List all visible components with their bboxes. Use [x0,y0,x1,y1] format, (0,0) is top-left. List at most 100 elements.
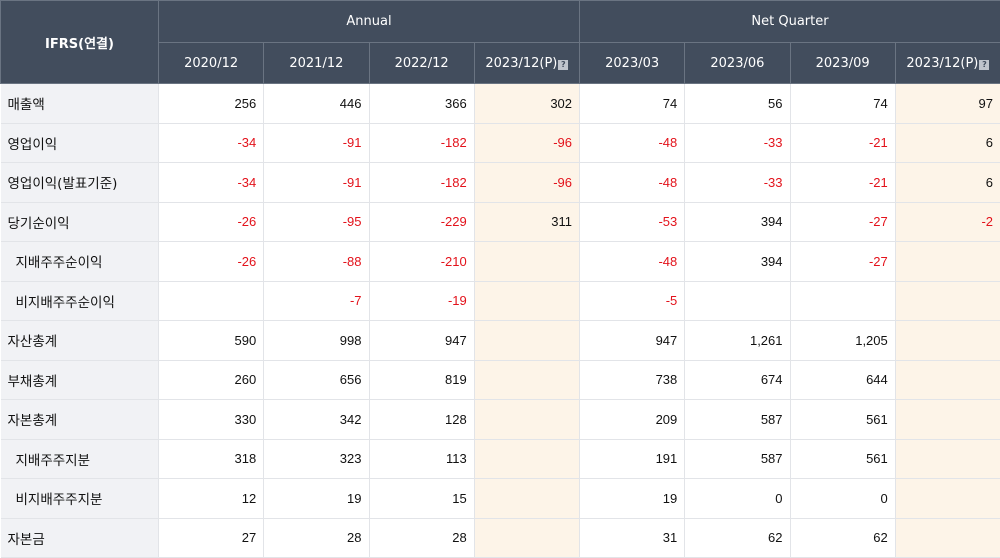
value-cell [159,281,264,321]
value-cell [474,479,579,519]
value-cell: 74 [580,84,685,124]
value-cell: -26 [159,202,264,242]
value-cell: -21 [790,163,895,203]
value-cell [895,479,1000,519]
period-label: 2023/09 [816,56,870,71]
value-cell: 62 [685,518,790,558]
value-cell: -182 [369,163,474,203]
value-cell [895,321,1000,361]
value-cell: 394 [685,202,790,242]
value-cell: -34 [159,163,264,203]
value-cell: 209 [580,400,685,440]
accounting-standard-header: IFRS(연결) [1,1,159,84]
row-label: 영업이익 [1,123,159,163]
row-label: 자산총계 [1,321,159,361]
value-cell: 342 [264,400,369,440]
value-cell [895,281,1000,321]
value-cell: -26 [159,242,264,282]
value-cell: 947 [580,321,685,361]
value-cell: 0 [790,479,895,519]
period-label: 2022/12 [395,56,449,71]
value-cell [474,518,579,558]
value-cell: 587 [685,400,790,440]
row-label: 영업이익(발표기준) [1,163,159,203]
value-cell [474,281,579,321]
period-header: 2020/12 [159,43,264,84]
row-label: 비지배주주순이익 [1,281,159,321]
value-cell: 128 [369,400,474,440]
value-cell: 19 [580,479,685,519]
value-cell [895,242,1000,282]
value-cell: -210 [369,242,474,282]
value-cell: -33 [685,163,790,203]
value-cell: 561 [790,400,895,440]
period-header: 2023/03 [580,43,685,84]
row-label: 당기순이익 [1,202,159,242]
value-cell: 0 [685,479,790,519]
value-cell: -91 [264,163,369,203]
value-cell [474,321,579,361]
value-cell: 674 [685,360,790,400]
value-cell: -96 [474,123,579,163]
value-cell [895,518,1000,558]
value-cell: -27 [790,242,895,282]
value-cell: 947 [369,321,474,361]
value-cell [474,400,579,440]
period-header: 2023/12(P)? [474,43,579,84]
value-cell: 446 [264,84,369,124]
value-cell: 6 [895,163,1000,203]
value-cell: 6 [895,123,1000,163]
question-mark-icon[interactable]: ? [979,60,989,70]
value-cell: 394 [685,242,790,282]
value-cell: 311 [474,202,579,242]
value-cell: 1,205 [790,321,895,361]
period-label: 2023/12(P) [906,56,978,71]
value-cell [685,281,790,321]
row-label: 자본금 [1,518,159,558]
value-cell: -7 [264,281,369,321]
value-cell: -21 [790,123,895,163]
period-header: 2023/09 [790,43,895,84]
value-cell: 74 [790,84,895,124]
period-header: 2023/12(P)? [895,43,1000,84]
period-header: 2023/06 [685,43,790,84]
value-cell: -19 [369,281,474,321]
value-cell: -182 [369,123,474,163]
period-label: 2023/12(P) [485,56,557,71]
value-cell: -27 [790,202,895,242]
value-cell: 366 [369,84,474,124]
value-cell: 62 [790,518,895,558]
value-cell: -229 [369,202,474,242]
period-label: 2020/12 [184,56,238,71]
row-label: 비지배주주지분 [1,479,159,519]
value-cell: 819 [369,360,474,400]
question-mark-icon[interactable]: ? [558,60,568,70]
value-cell: 561 [790,439,895,479]
period-header: 2022/12 [369,43,474,84]
value-cell: -88 [264,242,369,282]
row-label: 자본총계 [1,400,159,440]
value-cell: -48 [580,123,685,163]
value-cell: 738 [580,360,685,400]
period-label: 2021/12 [289,56,343,71]
value-cell: -48 [580,163,685,203]
value-cell: 27 [159,518,264,558]
value-cell: 56 [685,84,790,124]
value-cell: 12 [159,479,264,519]
value-cell [895,360,1000,400]
value-cell: 113 [369,439,474,479]
value-cell: 302 [474,84,579,124]
value-cell [895,439,1000,479]
